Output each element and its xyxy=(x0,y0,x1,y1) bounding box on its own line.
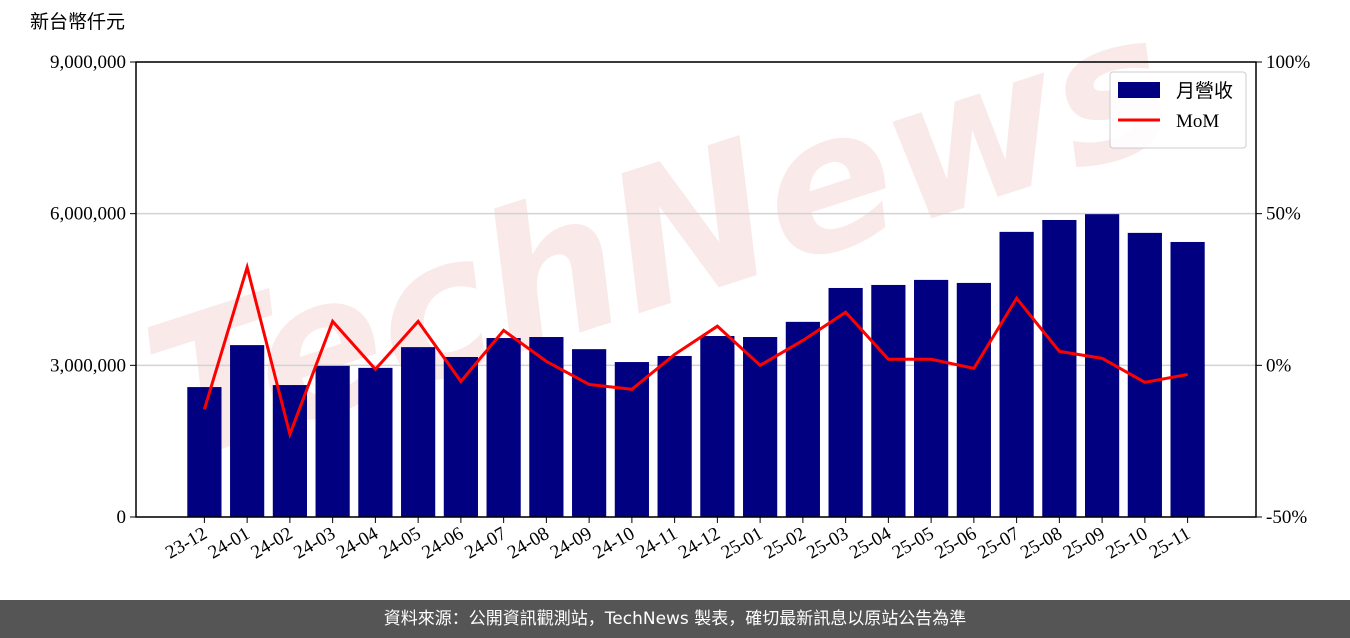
y2-tick-label: -50% xyxy=(1266,507,1307,528)
x-tick-label: 25-02 xyxy=(760,523,809,563)
x-tick-label: 25-03 xyxy=(803,523,852,563)
x-tick-label: 25-08 xyxy=(1017,523,1066,563)
plot-frame xyxy=(135,61,1257,518)
y-axis-label: 新台幣仟元 xyxy=(30,11,125,33)
bar xyxy=(657,355,692,517)
y-tick-label: 6,000,000 xyxy=(50,204,126,225)
bar xyxy=(999,231,1034,517)
x-tick-label: 25-01 xyxy=(718,523,767,563)
x-tick-label: 24-10 xyxy=(589,523,638,563)
x-tick-label: 23-12 xyxy=(162,523,211,563)
y2-tick-label: 50% xyxy=(1266,204,1301,225)
bar xyxy=(828,287,863,517)
y2-tick-label: 100% xyxy=(1266,52,1311,73)
y2-tick-label: 0% xyxy=(1266,355,1292,376)
bar xyxy=(486,338,521,517)
x-tick-label: 24-07 xyxy=(461,523,510,563)
bar xyxy=(700,336,735,517)
bar xyxy=(572,349,607,517)
x-tick-label: 25-04 xyxy=(846,523,895,564)
x-tick-label: 25-11 xyxy=(1146,523,1194,563)
bar xyxy=(614,362,649,517)
x-tick-label: 25-07 xyxy=(974,523,1023,563)
bar xyxy=(529,337,564,517)
x-tick-label: 24-02 xyxy=(248,523,297,563)
bar xyxy=(1170,241,1205,517)
x-tick-label: 24-12 xyxy=(675,523,724,563)
bar xyxy=(871,284,906,517)
bar xyxy=(401,347,436,517)
x-tick-label: 24-09 xyxy=(547,523,596,563)
x-tick-label: 24-11 xyxy=(633,523,681,563)
footer: 資料來源：公開資訊觀測站，TechNews 製表，確切最新訊息以原站公告為準 xyxy=(0,600,1350,638)
line xyxy=(202,261,1188,440)
bar xyxy=(230,345,265,517)
x-tick-label: 25-10 xyxy=(1102,523,1151,563)
chart: 新台幣仟元 TechNews03,000,0006,000,0009,000,0… xyxy=(30,0,1311,564)
bar xyxy=(315,365,350,517)
x-tick-label: 24-08 xyxy=(504,523,553,563)
x-tick-label: 25-05 xyxy=(889,523,938,563)
x-tick-label: 25-09 xyxy=(1060,523,1109,563)
legend-label: MoM xyxy=(1176,111,1219,132)
x-tick-label: 24-03 xyxy=(290,523,339,563)
legend-swatch xyxy=(1118,82,1160,98)
x-tick-label: 24-06 xyxy=(418,523,467,563)
y-tick-label: 9,000,000 xyxy=(50,52,126,73)
x-tick-label: 24-01 xyxy=(205,523,254,563)
legend-label: 月營收 xyxy=(1176,80,1233,102)
x-tick-label: 25-06 xyxy=(931,523,980,563)
y-tick-label: 3,000,000 xyxy=(50,355,126,376)
x-tick-label: 24-05 xyxy=(376,523,425,563)
bar xyxy=(914,279,949,517)
y-tick-label: 0 xyxy=(117,507,127,528)
bar xyxy=(358,367,393,517)
x-tick-label: 24-04 xyxy=(333,523,382,564)
bar xyxy=(785,321,820,517)
bar xyxy=(956,282,991,517)
bar xyxy=(1042,219,1077,517)
